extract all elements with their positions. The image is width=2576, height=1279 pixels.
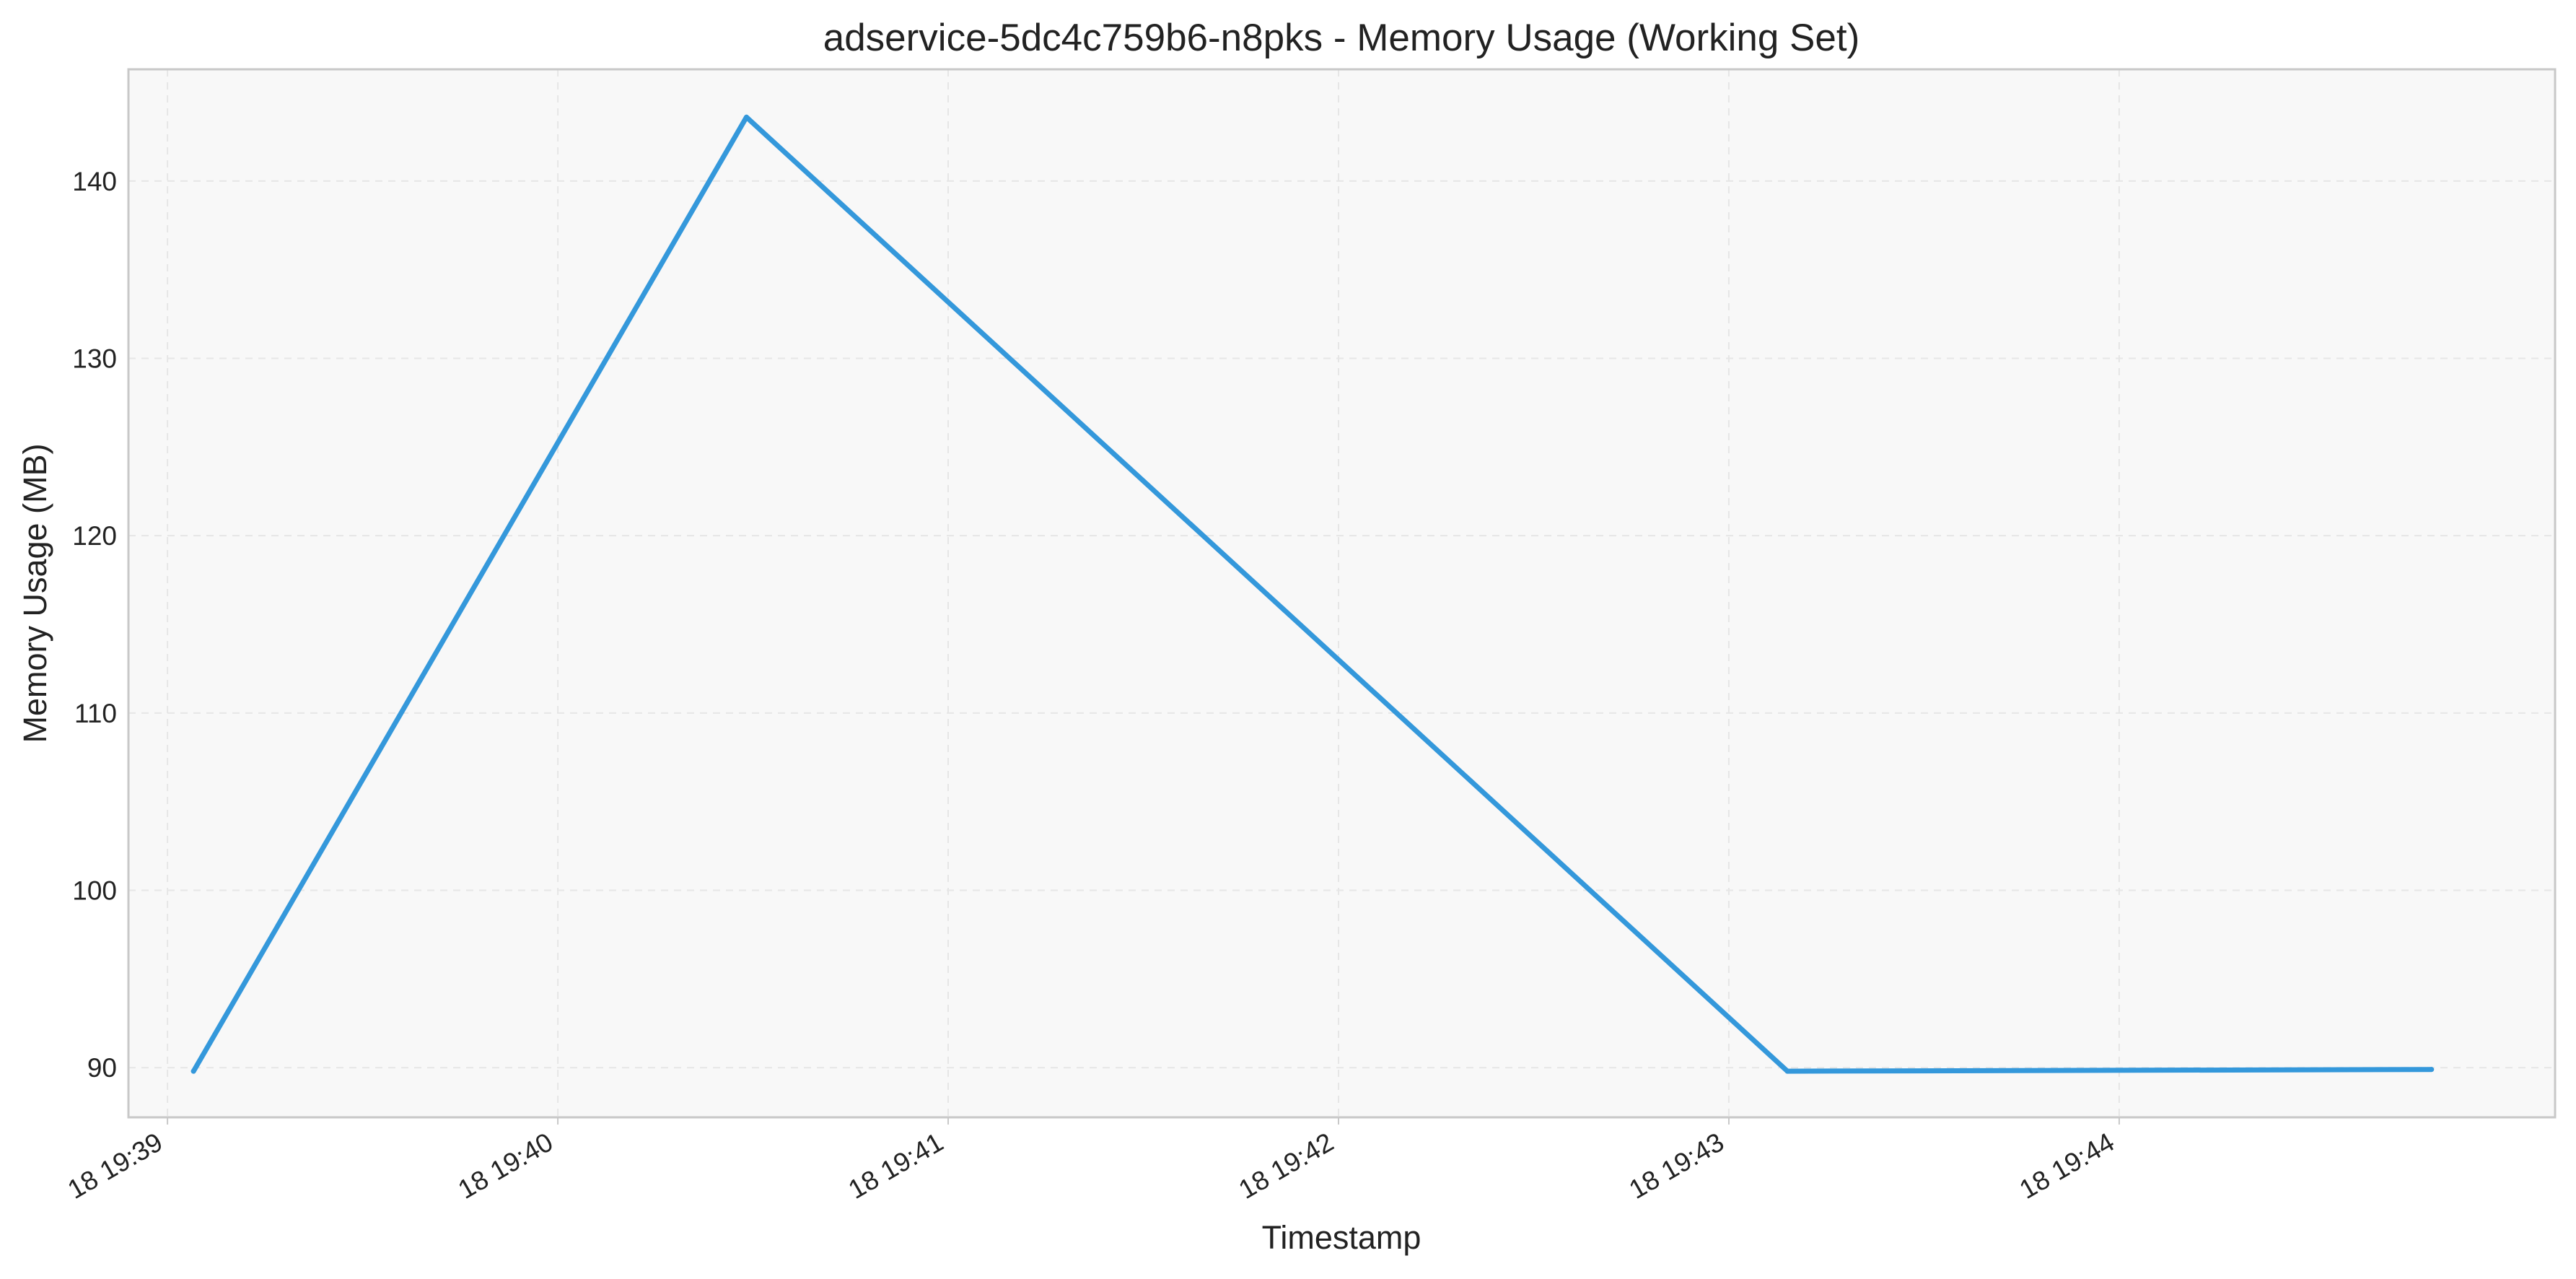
plot-frame [127, 68, 2557, 1119]
y-tick-label: 90 [87, 1053, 117, 1083]
data-point [744, 114, 750, 120]
y-tick-label: 140 [72, 167, 117, 196]
y-tick-label: 110 [74, 699, 117, 728]
x-axis-label: Timestamp [1262, 1219, 1421, 1256]
y-tick-label: 100 [72, 876, 117, 906]
plot-area [128, 69, 2555, 1117]
y-axis-ticks: 90 100 110 120 130 140 [72, 167, 117, 1083]
gridlines [128, 69, 2555, 1117]
data-point [2429, 1067, 2435, 1073]
series-layer [190, 114, 2435, 1074]
chart-title: adservice-5dc4c759b6-n8pks - Memory Usag… [823, 17, 1860, 59]
y-tick-label: 120 [72, 521, 117, 551]
data-point [190, 1068, 196, 1074]
y-axis-label: Memory Usage (MB) [17, 443, 53, 743]
y-tick-label: 130 [72, 344, 117, 373]
memory-usage-line [190, 114, 2435, 1074]
data-point [1784, 1068, 1790, 1074]
